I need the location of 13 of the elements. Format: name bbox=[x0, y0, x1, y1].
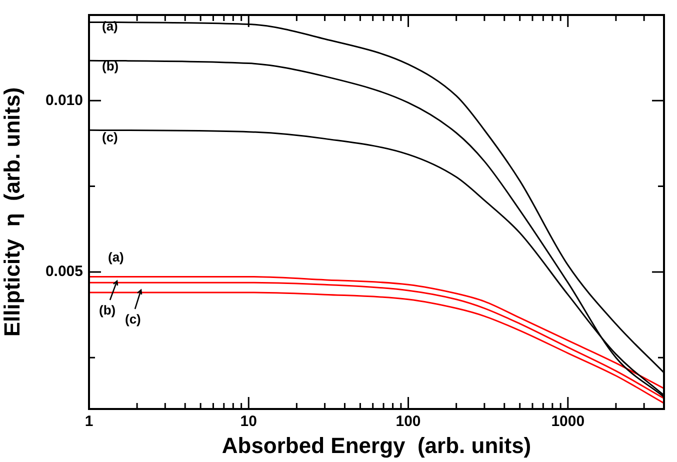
y-tick-label: 0.010 bbox=[45, 92, 83, 109]
x-axis-title: Absorbed Energy (arb. units) bbox=[222, 432, 532, 458]
annotation: (b) bbox=[99, 302, 116, 318]
x-tick-label: 100 bbox=[396, 413, 421, 430]
annotation: (a) bbox=[108, 250, 124, 265]
y-axis-title: Ellipticity η (arb. units) bbox=[0, 87, 24, 337]
annotation: (c) bbox=[125, 312, 141, 327]
x-tick-label: 1000 bbox=[551, 413, 585, 430]
annotation: (b) bbox=[102, 58, 119, 74]
x-tick-label: 10 bbox=[240, 413, 257, 430]
annotation: (c) bbox=[102, 130, 118, 145]
y-tick-label: 0.005 bbox=[45, 263, 83, 280]
x-tick-label: 1 bbox=[84, 413, 94, 430]
